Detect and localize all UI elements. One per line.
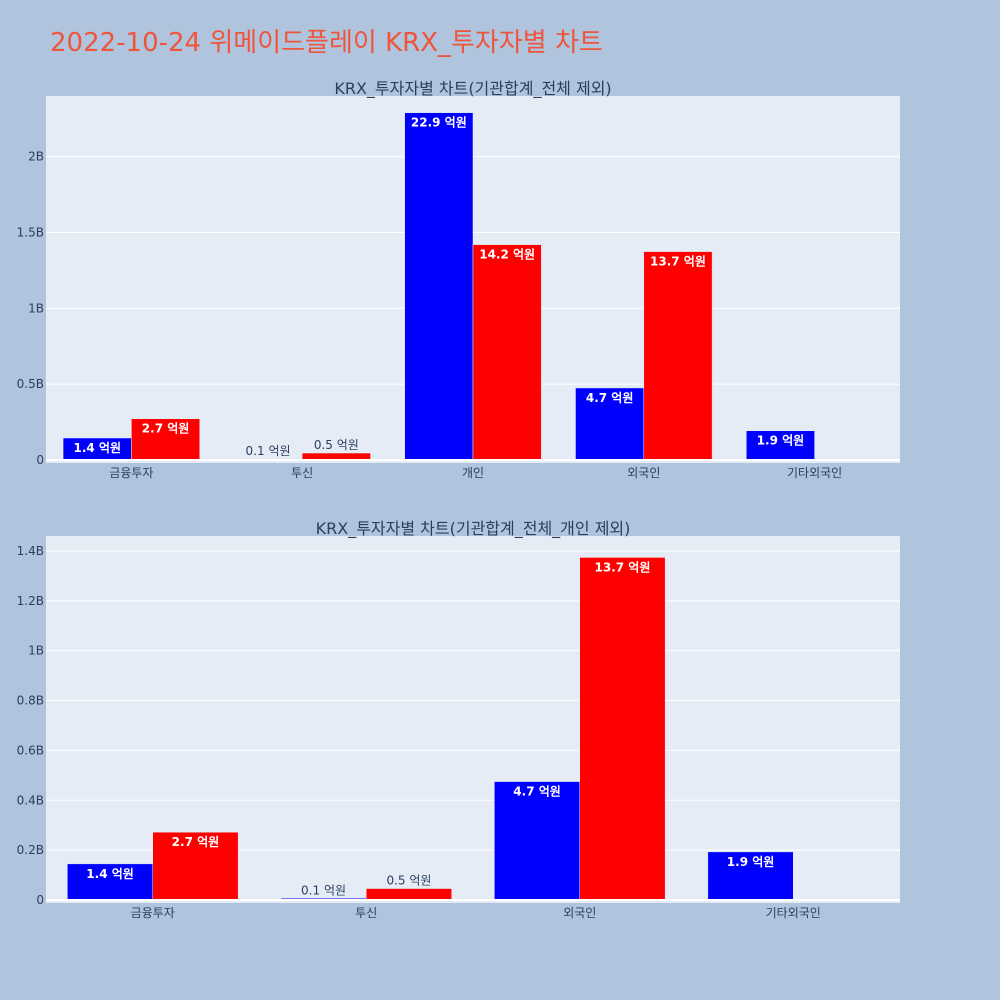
bar bbox=[746, 430, 815, 461]
y-tick-label: 1.5B bbox=[17, 226, 44, 240]
bar bbox=[707, 851, 794, 901]
bar bbox=[494, 781, 581, 901]
x-tick-label: 외국인 bbox=[563, 906, 596, 920]
x-tick-label: 투신 bbox=[355, 906, 377, 920]
chart-bottom: KRX_투자자별 차트(기관합계_전체_개인 제외) 0 0.2B 0.4B 0.6B 0… bbox=[17, 519, 900, 920]
y-tick-label: 1B bbox=[28, 301, 44, 315]
bar bbox=[67, 863, 153, 901]
bar bbox=[301, 452, 371, 461]
x-tick-label: 외국인 bbox=[627, 466, 660, 480]
chart-title: KRX_투자자별 차트(기관합계_전체_개인 제외) bbox=[316, 519, 631, 539]
y-tick-label: 0 bbox=[36, 453, 44, 467]
bar-value-label: 22.9 억원 bbox=[411, 116, 467, 130]
bar bbox=[472, 244, 542, 461]
bar bbox=[404, 112, 474, 461]
x-tick-label: 금융투자 bbox=[131, 906, 175, 920]
bar-value-label: 0.5 억원 bbox=[386, 874, 431, 888]
bar-value-label: 4.7 억원 bbox=[586, 391, 634, 405]
bar-value-label: 2.7 억원 bbox=[142, 422, 190, 436]
x-tick-label: 기타외국인 bbox=[766, 906, 821, 920]
bar bbox=[152, 831, 239, 901]
page-title: 2022-10-24 위메이드플레이 KRX_투자자별 차트 bbox=[50, 28, 603, 58]
bar bbox=[131, 418, 200, 461]
x-tick-label: 기타외국인 bbox=[787, 466, 842, 480]
bar-value-label: 2.7 억원 bbox=[172, 835, 220, 849]
chart-title: KRX_투자자별 차트(기관합계_전체 제외) bbox=[334, 79, 611, 99]
bar-value-label: 0.1 억원 bbox=[246, 444, 291, 458]
y-tick-label: 1.4B bbox=[17, 544, 44, 558]
bar-value-label: 4.7 억원 bbox=[513, 785, 561, 799]
y-tick-label: 0.8B bbox=[17, 694, 44, 708]
chart-top: KRX_투자자별 차트(기관합계_전체 제외) 0 0.5B 1B 1.5B 2B 1.4 … bbox=[17, 79, 900, 480]
bar-value-label: 13.7 억원 bbox=[650, 255, 706, 269]
bar-value-label: 0.1 억원 bbox=[301, 883, 346, 897]
y-tick-label: 0.5B bbox=[17, 377, 44, 391]
y-tick-label: 2B bbox=[28, 150, 44, 164]
bar bbox=[579, 557, 666, 901]
bar-value-label: 0.5 억원 bbox=[314, 438, 359, 452]
bar-value-label: 1.9 억원 bbox=[757, 434, 805, 448]
y-tick-label: 0.2B bbox=[17, 843, 44, 857]
y-tick-label: 0.6B bbox=[17, 743, 44, 757]
y-tick-label: 0 bbox=[36, 893, 44, 907]
x-tick-label: 개인 bbox=[462, 466, 484, 480]
x-tick-label: 투신 bbox=[291, 466, 313, 480]
bar bbox=[643, 251, 713, 461]
bar bbox=[575, 387, 645, 461]
y-tick-label: 1.2B bbox=[17, 594, 44, 608]
x-tick-label: 금융투자 bbox=[109, 466, 153, 480]
bar-value-label: 1.4 억원 bbox=[73, 441, 121, 455]
bar-value-label: 14.2 억원 bbox=[479, 248, 535, 262]
bar bbox=[366, 888, 452, 901]
bar-value-label: 13.7 억원 bbox=[595, 560, 651, 574]
y-tick-label: 0.4B bbox=[17, 793, 44, 807]
bar-value-label: 1.4 억원 bbox=[86, 867, 134, 881]
y-tick-label: 1B bbox=[28, 644, 44, 658]
bar-value-label: 1.9 억원 bbox=[727, 855, 775, 869]
